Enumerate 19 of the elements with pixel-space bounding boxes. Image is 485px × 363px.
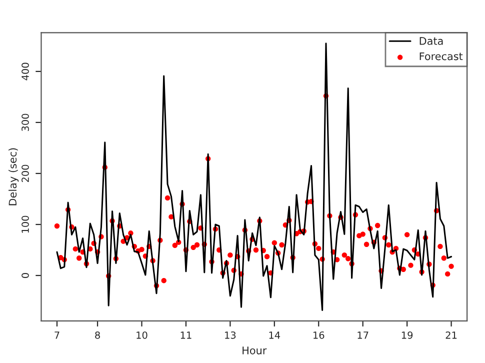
x-tick-label: 11 — [180, 332, 192, 339]
x-tick-label: 17 — [358, 332, 368, 339]
y-tick-label: 400 — [22, 62, 29, 80]
y-tick-label: 300 — [22, 114, 29, 131]
x-axis-title: Hour — [242, 346, 267, 354]
x-tick-label: 16 — [314, 331, 324, 339]
y-axis-title: Delay (sec) — [8, 148, 19, 206]
x-tick-label: 10 — [136, 331, 148, 339]
y-tick-label: 0 — [22, 273, 29, 278]
legend-label: Forecast — [420, 52, 463, 60]
x-tick-label: 8 — [95, 331, 100, 339]
x-tick-label: 7 — [54, 332, 60, 339]
legend-label: Data — [420, 37, 443, 45]
y-tick-label: 200 — [22, 164, 29, 182]
x-tick-label: 14 — [269, 332, 280, 339]
x-tick-label: 13 — [225, 331, 236, 339]
x-tick-label: 21 — [446, 331, 457, 339]
y-tick-label: 100 — [22, 216, 29, 233]
x-tick-label: 19 — [402, 331, 413, 339]
